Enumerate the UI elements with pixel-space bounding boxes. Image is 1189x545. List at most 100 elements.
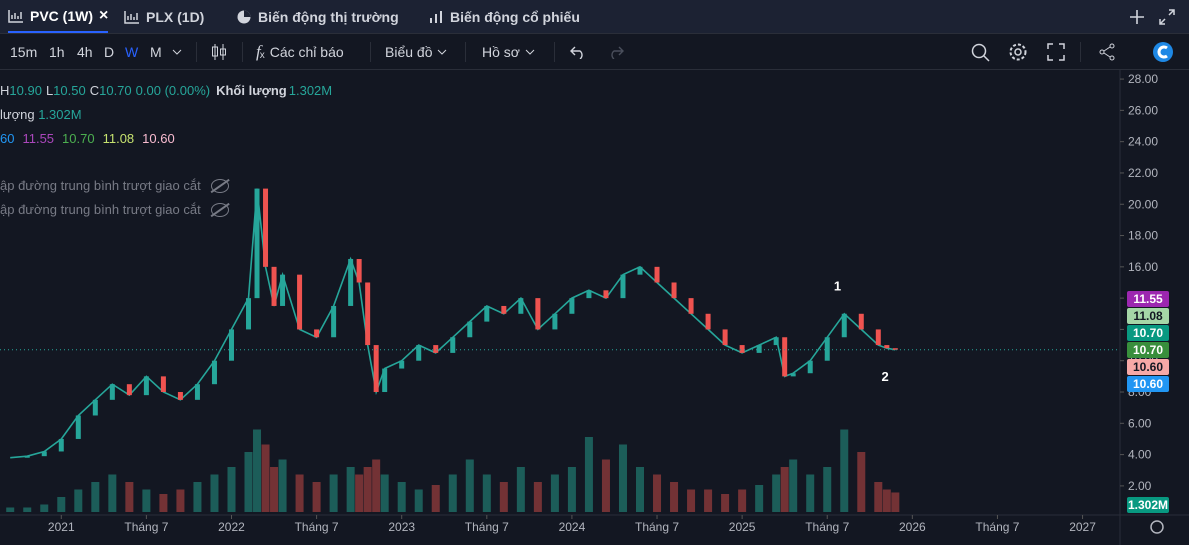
candle (739, 345, 745, 353)
fullscreen-icon[interactable] (1047, 34, 1065, 69)
x-tick-label: 2025 (729, 520, 756, 534)
candle (280, 274, 286, 306)
y-tick-label: 2.00 (1128, 479, 1152, 493)
x-tick-label: 2023 (388, 520, 415, 534)
separator (554, 42, 555, 62)
interval-button[interactable]: 15m (10, 43, 38, 60)
volume-bar (780, 467, 789, 512)
interval-button[interactable]: 1h (49, 43, 65, 60)
volume-value: 1.302M (288, 83, 333, 98)
candle (126, 384, 132, 396)
volume-bar (23, 507, 32, 512)
price-badge: 10.60 (1127, 359, 1169, 375)
volume-bar (253, 429, 262, 512)
candle (211, 360, 217, 385)
ma-row-label: ập đường trung bình trượt giao cắt (0, 202, 201, 217)
volume-bar (270, 467, 279, 512)
candle (722, 329, 728, 346)
chart-type-icon[interactable] (210, 34, 228, 69)
profile-button[interactable]: Hồ sơ (482, 34, 535, 69)
expand-icon[interactable] (1158, 8, 1176, 26)
volume-bar (312, 482, 321, 512)
interval-button[interactable]: D (104, 43, 115, 60)
ma-value: 10.60 (142, 131, 175, 146)
add-icon[interactable] (1128, 8, 1146, 26)
price-line (10, 188, 896, 459)
tab[interactable]: PVC (1W) × (8, 0, 109, 33)
volume-bar (772, 474, 781, 512)
price-badge: 10.70 (1127, 342, 1169, 358)
close-icon[interactable]: × (99, 6, 109, 24)
chart-label: Biểu đồ (385, 43, 433, 60)
search-icon[interactable] (970, 34, 990, 69)
volume-bar (193, 482, 202, 512)
volume-bar (704, 489, 713, 512)
x-tick-label: Tháng 7 (635, 520, 679, 534)
hidden-icon[interactable] (210, 178, 230, 193)
volume-label: Khối lượng (216, 83, 287, 98)
candle (705, 313, 711, 330)
x-tick-label: Tháng 7 (805, 520, 849, 534)
volume-bar (840, 429, 849, 512)
logo[interactable] (1152, 34, 1174, 69)
volume-bar (670, 482, 679, 512)
candle (365, 282, 371, 346)
candle (773, 337, 779, 346)
candle (373, 345, 379, 393)
candle (271, 266, 277, 306)
tab[interactable]: PLX (1D) (124, 0, 204, 33)
candle (356, 259, 362, 283)
volume-bar (74, 489, 83, 512)
volume-bar (823, 467, 832, 512)
volume-bar (499, 482, 508, 512)
interval-button[interactable]: M (150, 43, 162, 60)
share-icon[interactable] (1098, 34, 1116, 69)
undo-icon[interactable] (570, 34, 586, 69)
volume-bar (431, 485, 440, 512)
settings-icon[interactable] (1008, 34, 1028, 69)
candle (467, 321, 473, 338)
volume-row-value: 1.302M (38, 107, 82, 122)
candle (160, 376, 166, 393)
hidden-slash (210, 178, 230, 193)
volume-bar (857, 452, 866, 512)
separator (1080, 42, 1081, 62)
volume-bar (176, 489, 185, 512)
ohlc-legend: H10.90 L10.50 C10.70 0.00 (0.00%) Khối lượng… (0, 83, 332, 98)
y-tick-label: 20.00 (1128, 197, 1158, 211)
interval-button[interactable]: 4h (77, 43, 93, 60)
indicators-button[interactable]: f x Các chỉ báo (256, 41, 344, 62)
ma-value: 10.70 (62, 131, 95, 146)
hidden-slash (210, 202, 230, 217)
volume-bar (738, 489, 747, 512)
candle (637, 266, 643, 275)
ma-row: ập đường trung bình trượt giao cắt (0, 178, 230, 193)
candle (688, 298, 694, 314)
settings-dot[interactable] (1150, 520, 1164, 534)
separator (465, 42, 466, 62)
volume-bar (227, 467, 236, 512)
volume-bar (414, 489, 423, 512)
candle (501, 305, 507, 314)
candle (416, 345, 422, 361)
volume-bar (533, 482, 542, 512)
tab[interactable]: Biến động cổ phiếu (428, 0, 580, 33)
hidden-icon[interactable] (210, 202, 230, 217)
volume-legend: lượng 1.302M (0, 107, 82, 122)
volume-bar (806, 474, 815, 512)
interval-button[interactable]: W (125, 43, 139, 60)
chart-button[interactable]: Biểu đồ (385, 34, 447, 69)
candle (569, 298, 575, 314)
interval-dropdown[interactable] (172, 34, 182, 69)
price-badge: 11.08 (1127, 308, 1169, 324)
candle (297, 274, 303, 330)
redo-icon[interactable] (608, 34, 624, 69)
volume-bar (465, 459, 474, 512)
tab-icon (237, 10, 251, 23)
volume-bar (380, 474, 389, 512)
tab[interactable]: Biến động thị trường (236, 0, 399, 33)
x-tick-label: Tháng 7 (465, 520, 509, 534)
volume-row-label: lượng (0, 107, 35, 122)
volume-bar (244, 452, 253, 512)
